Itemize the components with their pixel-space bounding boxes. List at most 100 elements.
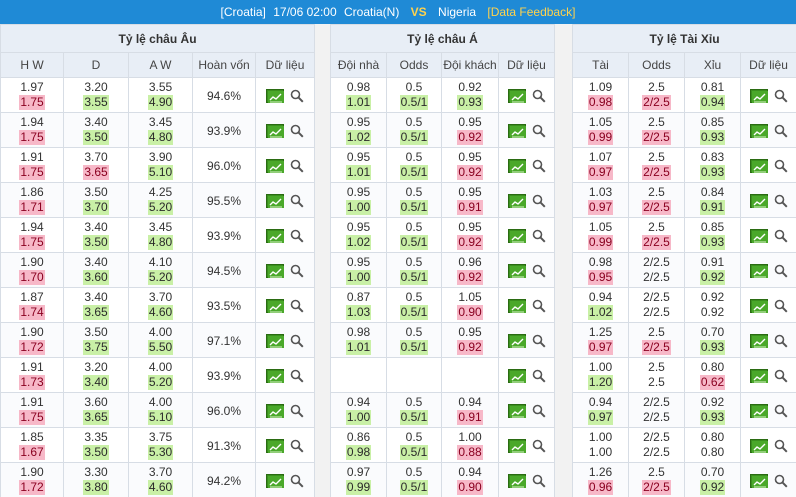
magnifier-icon[interactable] (290, 299, 304, 313)
magnifier-icon[interactable] (290, 334, 304, 348)
chart-icon[interactable] (507, 299, 526, 313)
live-odds: 0.91 (699, 200, 726, 215)
chart-icon[interactable] (507, 89, 526, 103)
chart-icon[interactable] (749, 194, 768, 208)
chart-icon[interactable] (507, 369, 526, 383)
chart-icon[interactable] (507, 229, 526, 243)
table-row: 1.91 1.75 3.70 3.65 3.90 5.10 96.0% (0, 147, 316, 183)
chart-icon[interactable] (266, 369, 285, 383)
live-odds: 0.92 (457, 340, 483, 355)
magnifier-icon[interactable] (532, 194, 546, 208)
magnifier-icon[interactable] (774, 159, 788, 173)
return-rate-value: 93.9% (206, 124, 242, 138)
magnifier-icon[interactable] (290, 369, 304, 383)
handicap-line: 0.5 0.5/1 (386, 392, 442, 428)
asian-handicap-title: Tỷ lệ châu Á (330, 24, 555, 53)
live-odds: 2/2.5 (643, 270, 670, 284)
live-odds: 1.75 (19, 165, 45, 180)
magnifier-icon[interactable] (532, 159, 546, 173)
magnifier-icon[interactable] (532, 264, 546, 278)
magnifier-icon[interactable] (290, 89, 304, 103)
magnifier-icon[interactable] (290, 124, 304, 138)
opening-odds: 2.5 (648, 185, 665, 199)
handicap-line: 0.5 0.5/1 (386, 322, 442, 358)
data-feedback-link[interactable]: [Data Feedback] (487, 5, 576, 19)
magnifier-icon[interactable] (532, 439, 546, 453)
chart-icon[interactable] (266, 439, 285, 453)
chart-icon[interactable] (266, 299, 285, 313)
magnifier-icon[interactable] (774, 474, 788, 488)
magnifier-icon[interactable] (532, 404, 546, 418)
col-data: Dữ liệu (739, 52, 796, 78)
live-odds: 0.92 (699, 270, 726, 285)
magnifier-icon[interactable] (774, 89, 788, 103)
col-line: Odds (628, 52, 685, 78)
chart-icon[interactable] (266, 474, 285, 488)
chart-icon[interactable] (749, 159, 768, 173)
magnifier-icon[interactable] (774, 439, 788, 453)
over-odds: 1.25 0.97 (572, 322, 629, 358)
away-odds: 0.95 0.92 (441, 147, 499, 183)
chart-icon[interactable] (266, 229, 285, 243)
magnifier-icon[interactable] (774, 369, 788, 383)
chart-icon[interactable] (507, 404, 526, 418)
magnifier-icon[interactable] (532, 474, 546, 488)
chart-icon[interactable] (507, 439, 526, 453)
magnifier-icon[interactable] (774, 334, 788, 348)
chart-icon[interactable] (749, 229, 768, 243)
magnifier-icon[interactable] (532, 299, 546, 313)
chart-icon[interactable] (266, 264, 285, 278)
magnifier-icon[interactable] (290, 229, 304, 243)
opening-odds: 3.70 (84, 150, 108, 164)
magnifier-icon[interactable] (290, 264, 304, 278)
magnifier-icon[interactable] (290, 194, 304, 208)
opening-odds: 1.25 (588, 325, 613, 339)
chart-icon[interactable] (266, 194, 285, 208)
magnifier-icon[interactable] (532, 89, 546, 103)
chart-icon[interactable] (507, 159, 526, 173)
opening-odds: 1.05 (588, 115, 613, 129)
magnifier-icon[interactable] (774, 194, 788, 208)
chart-icon[interactable] (266, 89, 285, 103)
chart-icon[interactable] (749, 124, 768, 138)
magnifier-icon[interactable] (774, 124, 788, 138)
magnifier-icon[interactable] (290, 439, 304, 453)
magnifier-icon[interactable] (532, 124, 546, 138)
chart-icon[interactable] (749, 369, 768, 383)
chart-icon[interactable] (749, 264, 768, 278)
under-odds: 0.70 0.92 (684, 462, 741, 497)
magnifier-icon[interactable] (532, 334, 546, 348)
table-row: 1.91 1.73 3.20 3.40 4.00 5.20 93.9% (0, 357, 316, 393)
chart-icon[interactable] (266, 404, 285, 418)
magnifier-icon[interactable] (532, 369, 546, 383)
away-win-odds: 3.70 4.60 (128, 462, 193, 497)
table-row: 0.94 1.00 0.5 0.5/1 0.94 0.91 (330, 392, 555, 428)
chart-icon[interactable] (749, 404, 768, 418)
magnifier-icon[interactable] (774, 229, 788, 243)
live-odds: 1.01 (345, 340, 372, 355)
chart-icon[interactable] (507, 124, 526, 138)
chart-icon[interactable] (266, 334, 285, 348)
chart-icon[interactable] (749, 334, 768, 348)
chart-icon[interactable] (266, 124, 285, 138)
magnifier-icon[interactable] (290, 159, 304, 173)
chart-icon[interactable] (266, 159, 285, 173)
chart-icon[interactable] (507, 334, 526, 348)
magnifier-icon[interactable] (532, 229, 546, 243)
magnifier-icon[interactable] (774, 404, 788, 418)
chart-icon[interactable] (507, 194, 526, 208)
magnifier-icon[interactable] (290, 404, 304, 418)
data-actions (498, 392, 555, 428)
chart-icon[interactable] (749, 439, 768, 453)
chart-icon[interactable] (749, 89, 768, 103)
handicap-line: 0.5 0.5/1 (386, 462, 442, 497)
data-actions (739, 357, 796, 393)
magnifier-icon[interactable] (290, 474, 304, 488)
opening-odds: 0.98 (346, 325, 371, 339)
magnifier-icon[interactable] (774, 299, 788, 313)
chart-icon[interactable] (749, 474, 768, 488)
chart-icon[interactable] (507, 264, 526, 278)
chart-icon[interactable] (507, 474, 526, 488)
chart-icon[interactable] (749, 299, 768, 313)
magnifier-icon[interactable] (774, 264, 788, 278)
